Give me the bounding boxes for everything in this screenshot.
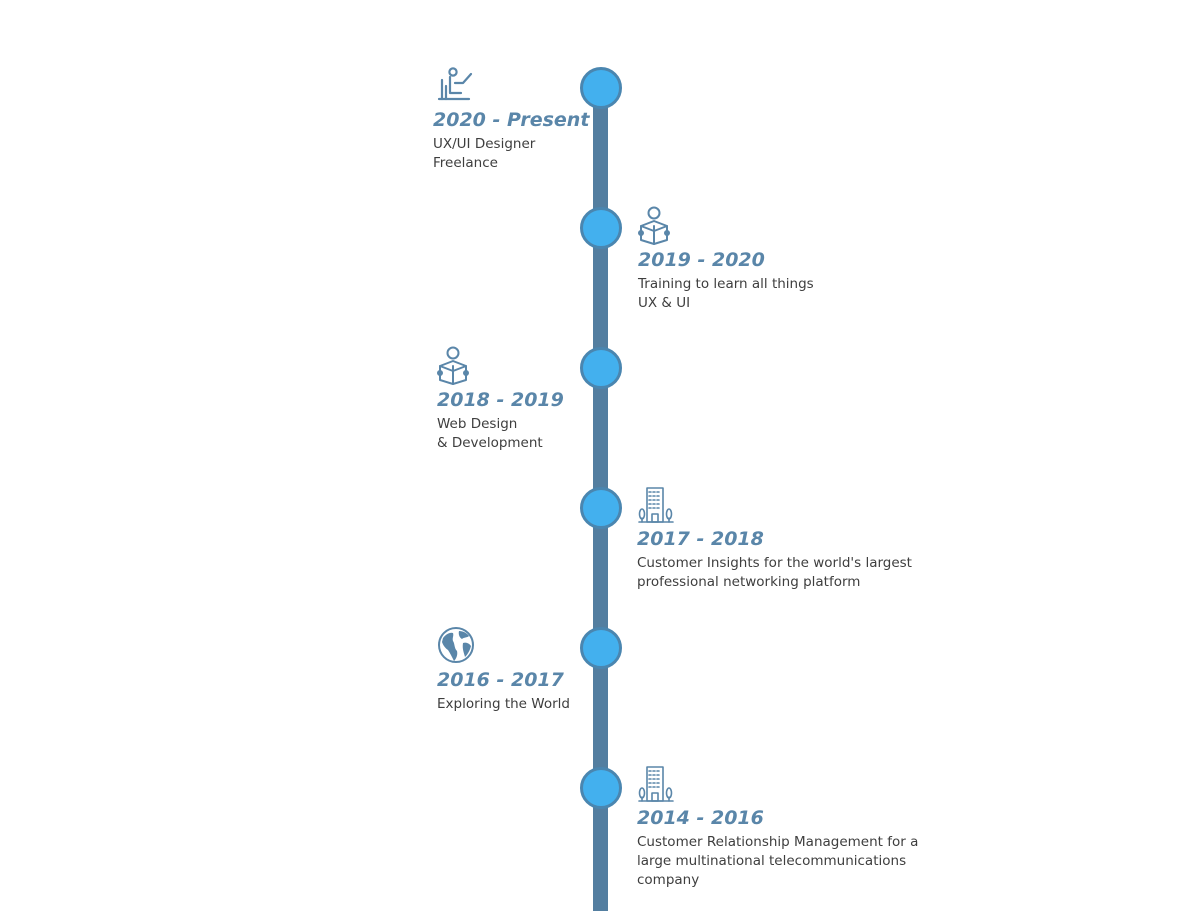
globe-icon	[437, 626, 477, 666]
person-reading-icon	[638, 206, 678, 246]
timeline-entry: 2019 - 2020 Training to learn all things…	[638, 206, 814, 313]
office-building-icon	[637, 485, 677, 525]
timeline-entry: 2016 - 2017 Exploring the World	[437, 626, 570, 714]
entry-period: 2016 - 2017	[437, 669, 564, 691]
timeline-entry: 2020 - Present UX/UI Designer Freelance	[433, 66, 589, 173]
entry-period: 2017 - 2018	[637, 528, 764, 550]
timeline-node	[580, 487, 622, 529]
timeline-node	[580, 347, 622, 389]
entry-description: Customer Relationship Management for a l…	[637, 834, 919, 888]
person-reading-icon	[437, 346, 477, 386]
office-building-icon	[637, 764, 677, 804]
entry-description: Exploring the World	[437, 696, 570, 712]
timeline-node	[580, 767, 622, 809]
timeline-entry: 2018 - 2019 Web Design & Development	[437, 346, 564, 453]
person-at-laptop-icon	[433, 66, 473, 106]
entry-period: 2020 - Present	[433, 109, 590, 131]
entry-description: Customer Insights for the world's larges…	[637, 555, 912, 590]
timeline-entry: 2014 - 2016 Customer Relationship Manage…	[637, 764, 918, 890]
timeline-node	[580, 67, 622, 109]
entry-description: UX/UI Designer Freelance	[433, 136, 536, 171]
entry-description: Web Design & Development	[437, 416, 543, 451]
timeline-entry: 2017 - 2018 Customer Insights for the wo…	[637, 485, 912, 592]
entry-description: Training to learn all things UX & UI	[638, 276, 814, 311]
timeline-node	[580, 207, 622, 249]
entry-period: 2018 - 2019	[437, 389, 564, 411]
entry-period: 2014 - 2016	[637, 807, 764, 829]
entry-period: 2019 - 2020	[638, 249, 765, 271]
timeline-node	[580, 627, 622, 669]
